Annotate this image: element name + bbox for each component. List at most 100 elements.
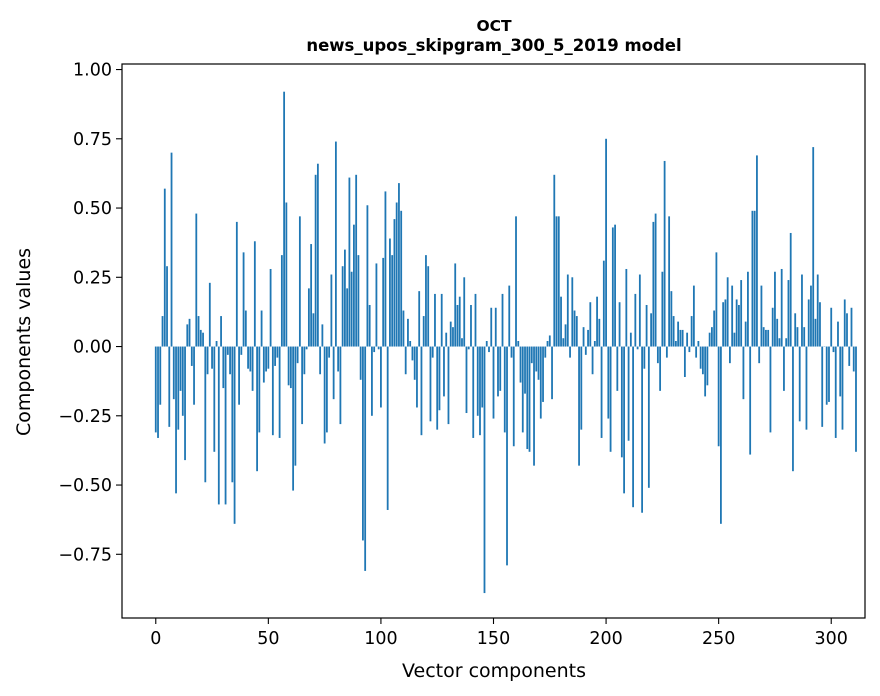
bar: [416, 346, 418, 408]
bar: [645, 304, 648, 347]
bar: [508, 285, 511, 347]
bar: [330, 274, 333, 347]
bar: [226, 346, 229, 355]
bar: [344, 249, 346, 347]
bar: [195, 213, 198, 347]
bar: [548, 335, 551, 347]
bar: [465, 346, 468, 414]
bar: [807, 299, 810, 347]
x-axis: 0 50 100 150 200 250 300: [150, 618, 848, 649]
bar: [166, 266, 168, 347]
bar: [674, 341, 677, 347]
bar: [553, 174, 556, 347]
bar: [575, 316, 578, 347]
bar: [609, 346, 612, 452]
bar: [605, 138, 607, 347]
bar: [458, 296, 461, 347]
bar: [289, 346, 292, 389]
bar: [269, 268, 272, 347]
bar: [715, 252, 718, 347]
bar: [382, 257, 385, 347]
bar: [503, 346, 506, 433]
bar: [402, 310, 405, 347]
bar: [175, 346, 177, 494]
bar: [688, 346, 691, 353]
bar: [400, 210, 403, 347]
bar: [314, 174, 317, 347]
x-axis-label: Vector components: [402, 660, 586, 682]
bar: [515, 216, 517, 347]
bar: [749, 346, 752, 455]
y-tick-label: 0.75: [73, 130, 112, 150]
bar: [611, 227, 614, 347]
bar: [501, 293, 504, 347]
bar: [294, 346, 297, 466]
bar: [389, 238, 391, 347]
bar: [274, 346, 276, 366]
bar: [801, 274, 803, 347]
bar: [353, 224, 355, 347]
bar: [733, 332, 736, 347]
bar: [756, 155, 758, 347]
bar: [832, 346, 835, 353]
bar: [265, 346, 267, 372]
bar: [321, 324, 324, 347]
bar: [681, 329, 684, 347]
bar: [720, 346, 722, 524]
bar: [278, 346, 281, 438]
bar: [647, 346, 650, 488]
bar: [303, 346, 306, 375]
bar: [528, 346, 531, 452]
bar: [571, 277, 574, 347]
bar: [661, 271, 664, 347]
bar: [656, 346, 659, 364]
bar: [280, 255, 283, 347]
bar: [690, 316, 693, 347]
bar: [179, 346, 182, 391]
bar: [711, 327, 713, 347]
bar: [438, 346, 441, 411]
bar: [796, 327, 799, 347]
bar: [760, 285, 763, 347]
bar: [729, 346, 731, 364]
bar: [190, 346, 193, 366]
bar: [262, 346, 265, 383]
x-tick-label: 200: [589, 629, 622, 649]
bar: [186, 324, 189, 347]
y-tick-label: 0.25: [73, 268, 112, 288]
bar: [323, 346, 326, 444]
bar: [677, 321, 680, 347]
bar: [177, 346, 180, 430]
bar: [713, 310, 716, 347]
bar: [582, 327, 585, 347]
bar: [695, 346, 698, 358]
bar: [474, 293, 477, 347]
bar: [634, 293, 637, 347]
bar: [431, 346, 434, 358]
bar: [762, 327, 765, 347]
bar: [436, 346, 439, 430]
bar: [530, 346, 533, 364]
bar: [659, 346, 662, 391]
bar: [316, 163, 319, 347]
bar: [524, 346, 526, 394]
bar: [837, 321, 839, 347]
bar: [211, 346, 213, 369]
bar: [325, 346, 328, 433]
bar: [555, 216, 558, 347]
bar: [449, 321, 452, 347]
bar: [632, 346, 634, 508]
bar: [184, 346, 186, 461]
y-axis-label: Components values: [13, 248, 35, 436]
bar: [490, 307, 493, 347]
bar: [452, 327, 454, 347]
bar: [771, 307, 774, 347]
bar: [841, 346, 844, 430]
bar: [602, 260, 605, 347]
bar: [810, 285, 812, 347]
bar: [398, 183, 400, 347]
bar: [213, 346, 216, 452]
bar: [260, 310, 263, 347]
bar: [812, 147, 815, 347]
y-tick-label: 0.50: [73, 199, 112, 219]
